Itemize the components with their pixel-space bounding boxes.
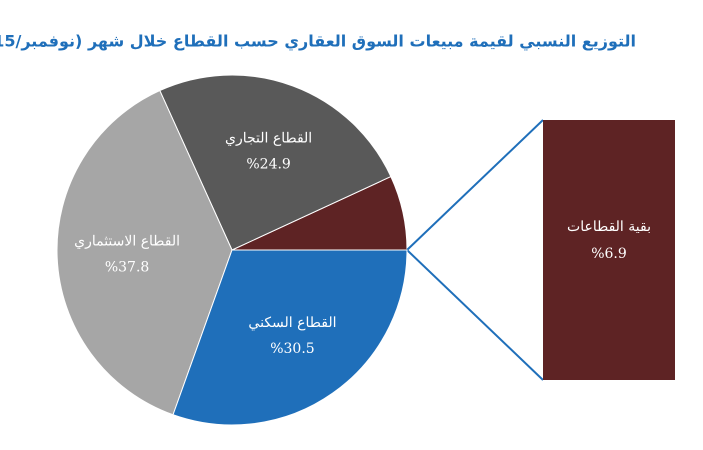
- value-label: %37.8: [105, 259, 149, 275]
- pie-slice: [56, 89, 233, 416]
- value-label: %24.9: [246, 157, 290, 173]
- slice-label: القطاع التجاري: [225, 131, 312, 147]
- connector-line: [406, 249, 544, 381]
- value-label: %30.5: [270, 341, 314, 357]
- slice-label: القطاع السكني: [248, 315, 336, 331]
- bar: [543, 120, 675, 380]
- slice-label: بقية القطاعات: [567, 219, 651, 235]
- pie-slice: [159, 74, 392, 251]
- pie-slice: [172, 249, 408, 426]
- connector-line: [406, 119, 544, 251]
- chart-title: التوزيع النسبي لقيمة مبيعات السوق العقار…: [0, 32, 636, 52]
- value-label: %6.9: [591, 246, 627, 262]
- slice-label: القطاع الاستثماري: [74, 233, 180, 249]
